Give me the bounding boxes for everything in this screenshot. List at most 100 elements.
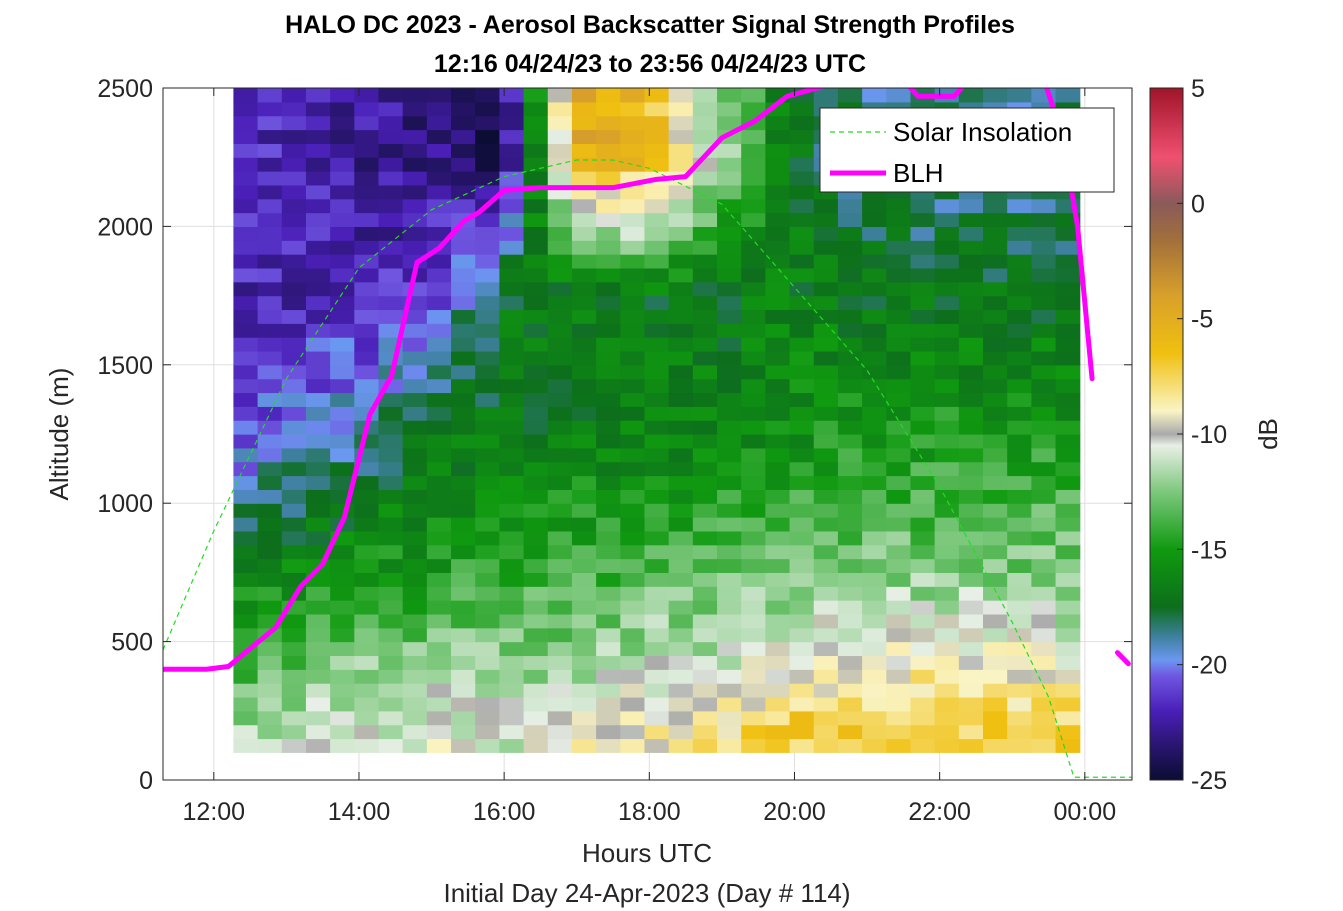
axis-ticks: 12:00 14:00 16:00 18:00 20:00 22:00 00:0005001… [97, 75, 1132, 826]
heatmap-cell [1031, 350, 1057, 366]
heatmap-cell [644, 392, 670, 407]
heatmap-cell [717, 641, 742, 657]
heatmap-cell [257, 337, 283, 352]
heatmap-cell [281, 240, 307, 255]
heatmap-cell [886, 613, 912, 629]
heatmap-cell [354, 115, 380, 131]
heatmap-cell [789, 738, 815, 753]
heatmap-cell [1031, 323, 1057, 338]
heatmap-cell [475, 655, 500, 670]
heatmap-cell [451, 683, 476, 698]
heatmap-cell [910, 572, 936, 587]
heatmap-cell [426, 447, 452, 463]
heatmap-cell [765, 337, 791, 352]
heatmap-cell [1007, 489, 1032, 504]
heatmap-cell [910, 295, 936, 311]
heatmap-cell [1055, 240, 1081, 255]
heatmap-cell [741, 240, 766, 255]
heatmap-cell [717, 212, 742, 227]
heatmap-cell [934, 447, 960, 463]
heatmap-cell [547, 683, 573, 698]
heatmap-cell [451, 364, 476, 380]
heatmap-cell [330, 738, 355, 753]
heatmap-cell [499, 558, 525, 573]
heatmap-cell [281, 212, 307, 227]
heatmap-cell [717, 350, 742, 366]
heatmap-cell [789, 572, 815, 587]
heatmap-cell [305, 627, 331, 643]
heatmap-cell [668, 600, 694, 615]
heatmap-cell [547, 350, 573, 366]
heatmap-cell [378, 115, 404, 131]
heatmap-cell [813, 724, 839, 740]
heatmap-cell [983, 655, 1008, 670]
heatmap-cell [354, 101, 380, 117]
heatmap-cell [717, 337, 742, 352]
heatmap-cell [837, 337, 863, 352]
heatmap-cell [620, 143, 646, 158]
heatmap-cell [547, 738, 573, 753]
heatmap-cell [451, 489, 476, 504]
heatmap-cell [741, 558, 766, 573]
heatmap-cell [765, 600, 791, 615]
heatmap-cell [620, 627, 646, 643]
heatmap-cell [1007, 475, 1032, 490]
heatmap-cell [1031, 710, 1057, 726]
heatmap-cell [596, 696, 621, 712]
heatmap-cell [620, 475, 646, 490]
heatmap-cell [426, 627, 452, 643]
heatmap-cell [934, 475, 960, 490]
heatmap-cell [402, 627, 428, 643]
heatmap-cell [402, 212, 428, 227]
heatmap-cell [1055, 600, 1081, 615]
heatmap-cell [668, 157, 694, 172]
heatmap-cell [668, 724, 694, 740]
heatmap-cell [378, 226, 404, 241]
heatmap-cell [813, 434, 839, 449]
heatmap-cell [499, 267, 525, 283]
heatmap-cell [257, 461, 283, 477]
heatmap-cell [475, 544, 500, 560]
heatmap-cell [451, 129, 476, 144]
heatmap-cell [330, 184, 355, 200]
heatmap-cell [910, 544, 936, 560]
heatmap-cell [765, 295, 791, 311]
x-tick-label: 14:00 [328, 798, 391, 826]
heatmap-cell [837, 586, 863, 601]
heatmap-cell [765, 281, 791, 297]
heatmap-cell [668, 461, 694, 477]
heatmap-cell [717, 572, 742, 587]
heatmap-cell [402, 226, 428, 241]
heatmap-cell [741, 184, 766, 200]
heatmap-cell [862, 267, 887, 283]
heatmap-cell [765, 240, 791, 255]
heatmap-cell [813, 198, 839, 214]
heatmap-cell [305, 600, 331, 615]
heatmap-cell [281, 669, 307, 684]
heatmap-cell [354, 503, 380, 518]
heatmap-cell [620, 461, 646, 477]
heatmap-cell [886, 461, 912, 477]
heatmap-cell [934, 655, 960, 670]
heatmap-cell [571, 544, 597, 560]
heatmap-cell [233, 420, 259, 435]
heatmap-cell [499, 683, 525, 698]
heatmap-cell [330, 586, 355, 601]
heatmap-cell [886, 226, 912, 241]
heatmap-cell [523, 364, 549, 380]
heatmap-cell [983, 323, 1008, 338]
heatmap-cell [354, 544, 380, 560]
heatmap-cell [523, 475, 549, 490]
heatmap-cell [1007, 669, 1032, 684]
heatmap-cell [934, 337, 960, 352]
heatmap-cell [281, 475, 307, 490]
heatmap-cell [1007, 309, 1032, 324]
heatmap-cell [983, 489, 1008, 504]
heatmap-cell [886, 655, 912, 670]
heatmap-cell [789, 267, 815, 283]
heatmap-cell [402, 171, 428, 186]
heatmap-cell [402, 337, 428, 352]
heatmap-cell [620, 641, 646, 657]
heatmap-cell [354, 669, 380, 684]
heatmap-cell [813, 475, 839, 490]
